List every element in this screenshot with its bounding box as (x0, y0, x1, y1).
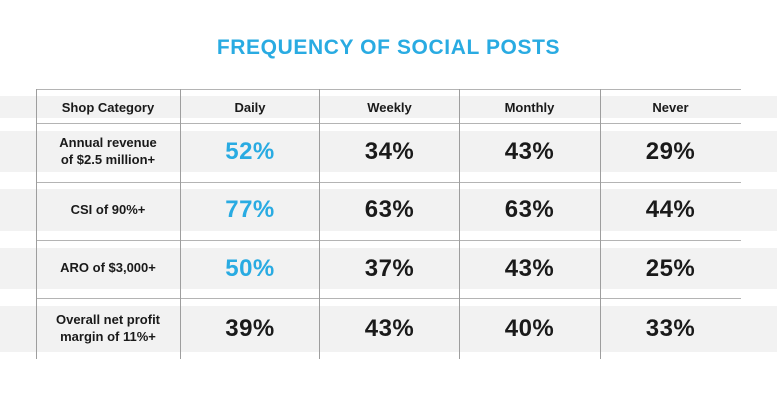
value-daily: 39% (225, 315, 275, 342)
value-monthly: 63% (504, 196, 555, 223)
category-line: margin of 11%+ (60, 329, 156, 344)
row-category-net-profit-margin: Overall net profit margin of 11%+ (36, 306, 180, 352)
table-row-annual-revenue: Annual revenue of $2.5 million+ 52% 34% … (0, 131, 777, 172)
column-header-weekly: Weekly (367, 99, 412, 115)
table-header-inner: Shop Category Daily Weekly Monthly Never (36, 96, 741, 118)
table-row-inner: CSI of 90%+ 77% 63% 63% 44% (36, 189, 741, 231)
row-category-aro: ARO of $3,000+ (36, 248, 180, 289)
column-header-never: Never (652, 99, 689, 115)
column-header-daily: Daily (234, 99, 266, 115)
column-divider-line (180, 89, 181, 359)
value-daily: 50% (225, 254, 275, 282)
value-never: 25% (645, 254, 696, 282)
value-weekly: 37% (364, 254, 415, 282)
column-divider-line (600, 89, 601, 359)
value-never: 44% (645, 196, 696, 223)
table-row-aro: ARO of $3,000+ 50% 37% 43% 25% (0, 248, 777, 289)
chart-title: FREQUENCY OF SOCIAL POSTS (216, 36, 561, 59)
value-monthly: 43% (504, 254, 555, 282)
column-divider-line (319, 89, 320, 359)
category-line: ARO of $3,000+ (60, 260, 156, 276)
table-row-inner: Overall net profit margin of 11%+ 39% 43… (36, 306, 741, 352)
value-weekly: 34% (364, 137, 415, 165)
value-daily: 77% (225, 196, 275, 223)
row-category-csi: CSI of 90%+ (36, 189, 180, 231)
row-separator-line (36, 298, 741, 299)
table-top-border-line (36, 89, 741, 90)
row-separator-line (36, 182, 741, 183)
value-monthly: 43% (504, 137, 555, 165)
value-never: 33% (645, 315, 696, 342)
category-line: Annual revenue (59, 134, 157, 150)
row-category-annual-revenue: Annual revenue of $2.5 million+ (36, 131, 180, 172)
table-row-inner: ARO of $3,000+ 50% 37% 43% 25% (36, 248, 741, 289)
value-weekly: 43% (364, 315, 415, 342)
table-row-net-profit-margin: Overall net profit margin of 11%+ 39% 43… (0, 306, 777, 352)
table-left-border-line (36, 89, 37, 359)
value-never: 29% (645, 137, 696, 165)
value-weekly: 63% (364, 196, 415, 223)
category-line: Overall net profit (55, 312, 161, 328)
column-divider-line (459, 89, 460, 359)
value-monthly: 40% (504, 315, 555, 342)
category-line: of $2.5 million+ (60, 151, 156, 167)
category-line: CSI of 90%+ (70, 201, 146, 217)
table-row-csi: CSI of 90%+ 77% 63% 63% 44% (0, 189, 777, 231)
value-daily: 52% (225, 137, 275, 165)
row-separator-line (36, 123, 741, 124)
column-header-shop-category: Shop Category (61, 99, 155, 115)
table-header-row: Shop Category Daily Weekly Monthly Never (0, 96, 777, 118)
table-row-inner: Annual revenue of $2.5 million+ 52% 34% … (36, 131, 741, 172)
column-header-monthly: Monthly (504, 99, 555, 115)
row-separator-line (36, 240, 741, 241)
